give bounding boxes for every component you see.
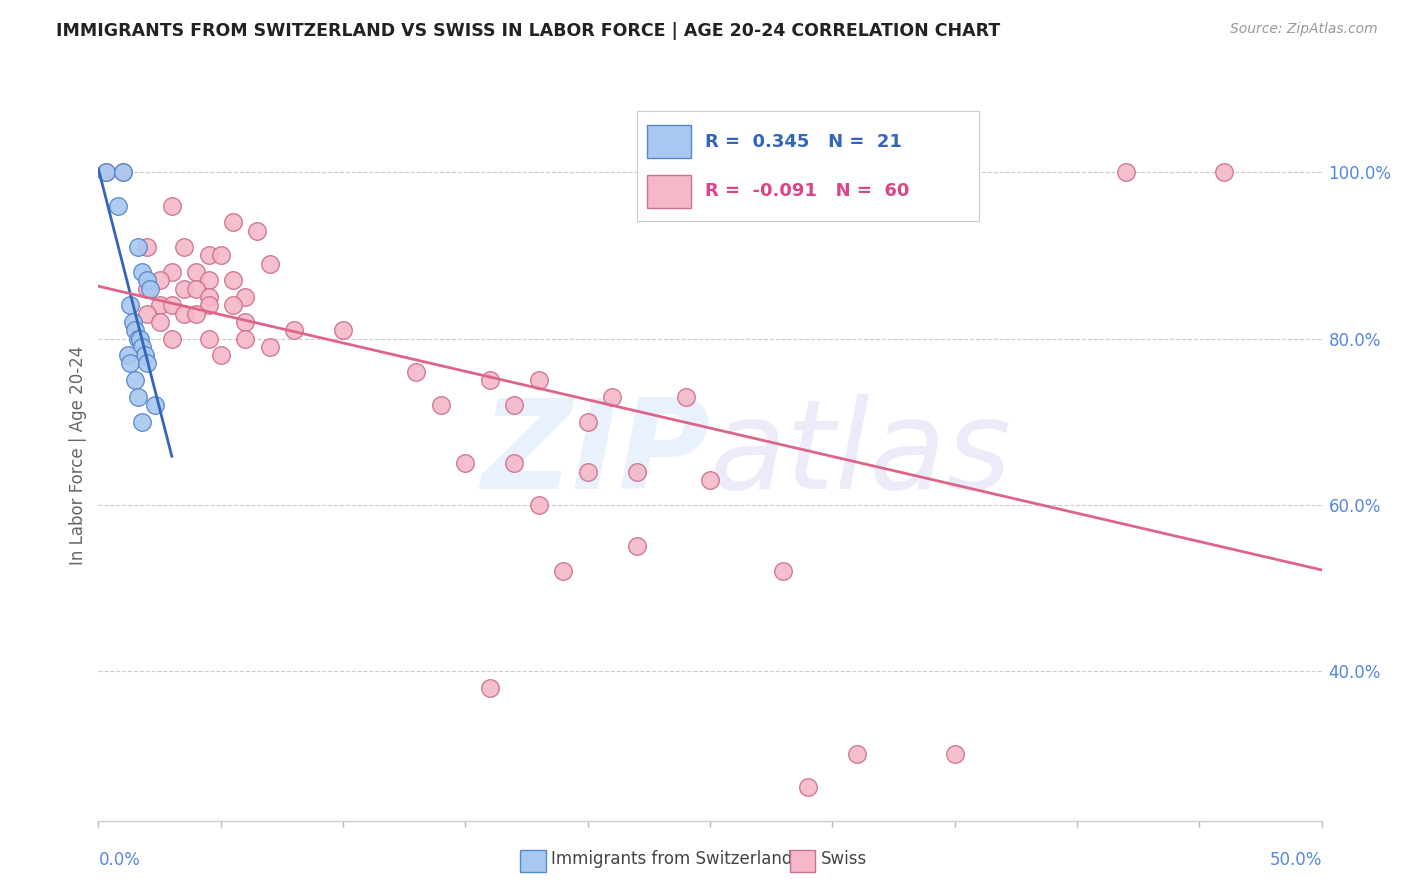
Point [430, 398, 453, 412]
Point [576, 465, 599, 479]
Point [259, 340, 281, 354]
Point [699, 165, 721, 179]
Point [107, 198, 129, 212]
Point [503, 398, 526, 412]
Point [160, 265, 183, 279]
Text: 0.0%: 0.0% [98, 851, 141, 869]
Point [136, 240, 159, 254]
Point [943, 165, 966, 179]
Point [127, 240, 149, 254]
Point [111, 165, 134, 179]
Text: Swiss: Swiss [821, 850, 868, 868]
Point [1212, 165, 1234, 179]
Point [626, 465, 648, 479]
Text: IMMIGRANTS FROM SWITZERLAND VS SWISS IN LABOR FORCE | AGE 20-24 CORRELATION CHAR: IMMIGRANTS FROM SWITZERLAND VS SWISS IN … [56, 22, 1001, 40]
Point [222, 273, 245, 287]
Y-axis label: In Labor Force | Age 20-24: In Labor Force | Age 20-24 [69, 345, 87, 565]
Point [136, 357, 159, 371]
Point [127, 390, 149, 404]
Point [600, 390, 623, 404]
Point [139, 282, 162, 296]
Point [134, 348, 156, 362]
Point [124, 323, 146, 337]
Point [186, 307, 208, 321]
Point [576, 415, 599, 429]
Point [124, 373, 146, 387]
Text: 50.0%: 50.0% [1270, 851, 1322, 869]
Point [197, 248, 219, 262]
Point [675, 390, 697, 404]
Point [136, 282, 159, 296]
Point [259, 257, 281, 271]
Point [160, 298, 183, 312]
Point [527, 498, 550, 512]
Text: Immigrants from Switzerland: Immigrants from Switzerland [551, 850, 793, 868]
Point [233, 315, 256, 329]
Point [131, 340, 153, 354]
Point [222, 215, 245, 229]
Point [233, 290, 256, 304]
Point [120, 357, 142, 371]
Text: ZIP: ZIP [481, 394, 710, 516]
Point [131, 415, 153, 429]
Point [111, 165, 134, 179]
Point [405, 365, 427, 379]
Point [173, 307, 195, 321]
Point [173, 282, 195, 296]
Point [160, 198, 183, 212]
Point [943, 747, 966, 761]
Point [209, 348, 232, 362]
Point [197, 273, 219, 287]
Point [197, 298, 219, 312]
Point [186, 265, 208, 279]
Point [233, 332, 256, 346]
Point [478, 373, 501, 387]
Point [173, 240, 195, 254]
Point [149, 315, 172, 329]
Point [845, 747, 868, 761]
Point [117, 348, 139, 362]
Point [209, 248, 232, 262]
Point [94, 165, 117, 179]
Point [527, 373, 550, 387]
Point [143, 398, 166, 412]
Point [478, 681, 501, 695]
Point [121, 315, 143, 329]
Point [454, 456, 477, 470]
Point [120, 298, 142, 312]
Point [197, 332, 219, 346]
Point [797, 780, 820, 795]
Point [160, 332, 183, 346]
Point [503, 456, 526, 470]
Point [94, 165, 117, 179]
Text: atlas: atlas [710, 394, 1012, 516]
Point [699, 473, 721, 487]
Point [186, 282, 208, 296]
Point [283, 323, 305, 337]
Point [149, 273, 172, 287]
Text: Source: ZipAtlas.com: Source: ZipAtlas.com [1230, 22, 1378, 37]
Point [246, 223, 269, 237]
Point [131, 265, 153, 279]
Point [626, 539, 648, 553]
Point [553, 564, 575, 578]
Point [1115, 165, 1137, 179]
Point [332, 323, 354, 337]
Point [127, 332, 149, 346]
Point [136, 273, 159, 287]
Point [772, 564, 794, 578]
Point [149, 298, 172, 312]
Point [197, 290, 219, 304]
Point [129, 332, 152, 346]
Point [222, 298, 245, 312]
Point [136, 307, 159, 321]
